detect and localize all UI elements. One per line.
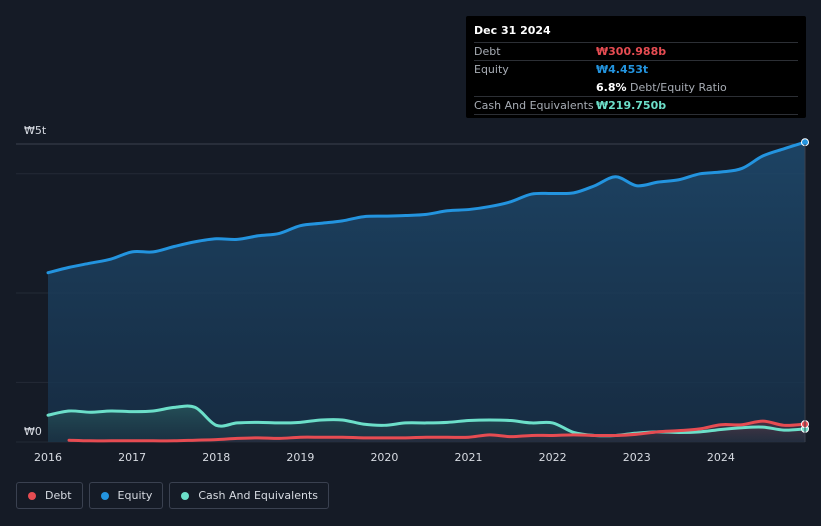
legend: Debt Equity Cash And Equivalents — [16, 482, 329, 509]
legend-cash-dot-icon — [181, 491, 190, 500]
legend-item-debt[interactable]: Debt — [16, 482, 83, 509]
legend-equity-dot-icon — [100, 491, 109, 500]
legend-debt-dot-icon — [28, 491, 36, 500]
tooltip-debt-label: Debt — [474, 45, 501, 58]
y-tick-label: ₩0 — [24, 425, 42, 438]
cash-line — [46, 404, 807, 438]
legend-item-equity[interactable]: Equity — [88, 482, 164, 509]
x-tick-label: 2022 — [539, 451, 567, 464]
tooltip-equity-value: ₩4.453t — [596, 63, 649, 76]
x-tick-label: 2016 — [34, 451, 62, 464]
tooltip-ratio-spacer — [474, 79, 596, 96]
equity-line — [46, 140, 807, 275]
tooltip-ratio-value: 6.8% — [596, 81, 627, 94]
tooltip-cash-value: ₩219.750b — [596, 99, 667, 112]
x-tick-label: 2017 — [118, 451, 146, 464]
x-tick-label: 2019 — [286, 451, 314, 464]
debt-line — [67, 419, 807, 443]
equity-area — [48, 142, 805, 442]
tooltip-ratio-label: Debt/Equity Ratio — [630, 81, 727, 94]
tooltip-debt-value: ₩300.988b — [596, 45, 667, 58]
legend-debt-label: Debt — [45, 489, 72, 502]
y-tick-label: ₩5t — [24, 124, 47, 137]
tooltip-cash-label: Cash And Equivalents — [474, 99, 594, 112]
x-tick-label: 2021 — [455, 451, 483, 464]
x-tick-label: 2018 — [202, 451, 230, 464]
debt-area — [69, 421, 806, 442]
legend-equity-label: Equity — [117, 489, 153, 502]
legend-item-cash[interactable]: Cash And Equivalents — [169, 482, 329, 509]
tooltip: Dec 31 2024 Debt ₩300.988b Equity ₩4.453… — [466, 16, 806, 118]
x-tick-label: 2020 — [370, 451, 398, 464]
legend-cash-label: Cash And Equivalents — [198, 489, 318, 502]
x-tick-label: 2024 — [707, 451, 735, 464]
tooltip-equity-label: Equity — [474, 63, 509, 76]
x-tick-label: 2023 — [623, 451, 651, 464]
tooltip-date: Dec 31 2024 — [474, 24, 551, 37]
